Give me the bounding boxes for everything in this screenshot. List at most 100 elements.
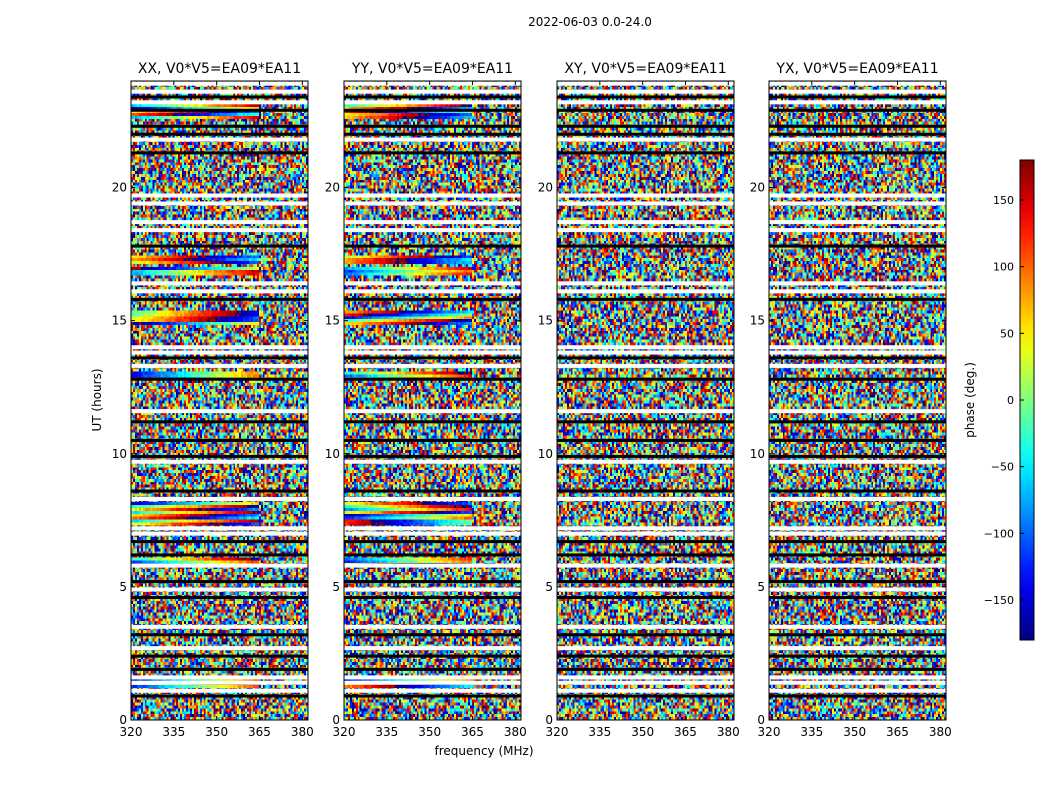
flagged-black-row <box>344 356 521 360</box>
flagged-black-row <box>557 377 734 381</box>
panel-yx: YX, V0*V5=EA09*EA11 320 335 350 365 380 0 5 10 15… <box>750 61 952 739</box>
flagged-white-row <box>131 688 308 693</box>
figure-suptitle: 2022-06-03 0.0-24.0 <box>528 15 652 29</box>
flagged-black-row <box>131 132 308 136</box>
flagged-black-row <box>131 596 308 600</box>
flagged-white-row <box>769 587 946 592</box>
x-tick-label: 335 <box>588 725 611 739</box>
flagged-black-row <box>131 540 308 544</box>
flagged-white-row <box>769 220 946 225</box>
flagged-black-row <box>344 489 521 493</box>
flagged-black-row <box>131 580 308 584</box>
flagged-white-row <box>769 193 946 198</box>
y-tick-label: 10 <box>112 447 127 461</box>
flagged-white-row <box>557 220 734 225</box>
flagged-black-row <box>557 633 734 637</box>
x-tick-label: 320 <box>758 725 781 739</box>
x-tick-label: 380 <box>504 725 527 739</box>
flagged-black-row <box>344 654 521 658</box>
flagged-white-row <box>344 497 521 502</box>
colorbar-tick-label: 150 <box>993 194 1014 207</box>
flagged-black-row <box>769 132 946 136</box>
flagged-white-row <box>131 675 308 680</box>
y-axis-label: UT (hours) <box>90 368 104 431</box>
x-tick-label: 320 <box>546 725 569 739</box>
flagged-white-row <box>557 193 734 198</box>
flagged-black-row <box>131 297 308 301</box>
flagged-white-row <box>557 81 734 86</box>
flagged-white-row <box>344 81 521 86</box>
flagged-black-row <box>769 654 946 658</box>
y-tick-label: 0 <box>119 713 127 727</box>
flagged-white-row <box>769 531 946 536</box>
flagged-black-row <box>557 108 734 112</box>
panel-xx: XX, V0*V5=EA09*EA11 320 335 350 365 380 0 5 10 15… <box>112 61 314 739</box>
flagged-white-row <box>131 345 308 350</box>
flagged-black-row <box>769 489 946 493</box>
flagged-black-row <box>131 124 308 128</box>
flagged-white-row <box>131 100 308 105</box>
x-tick-label: 350 <box>631 725 654 739</box>
flagged-black-row <box>557 553 734 557</box>
y-tick-label: 5 <box>332 580 340 594</box>
flagged-white-row <box>557 137 734 142</box>
flagged-black-row <box>769 95 946 99</box>
flagged-white-row <box>131 363 308 368</box>
flagged-black-row <box>131 151 308 155</box>
flagged-black-row <box>557 297 734 301</box>
flagged-white-row <box>344 289 521 294</box>
y-tick-label: 0 <box>757 713 765 727</box>
y-tick-label: 15 <box>325 314 340 328</box>
panel-frame <box>556 80 735 721</box>
flagged-white-row <box>769 680 946 685</box>
flagged-white-row <box>557 646 734 651</box>
flagged-black-row <box>344 580 521 584</box>
flagged-white-row <box>344 688 521 693</box>
flagged-white-row <box>131 220 308 225</box>
flagged-white-row <box>344 100 521 105</box>
panel-frame <box>130 80 309 721</box>
flagged-white-row <box>557 409 734 414</box>
flagged-white-row <box>557 345 734 350</box>
y-tick-label: 0 <box>332 713 340 727</box>
flagged-white-row <box>131 587 308 592</box>
flagged-black-row <box>131 633 308 637</box>
flagged-white-row <box>769 675 946 680</box>
flagged-white-row <box>344 220 521 225</box>
x-tick-label: 380 <box>291 725 314 739</box>
flagged-black-row <box>769 667 946 671</box>
y-tick-label: 15 <box>538 314 553 328</box>
flagged-white-row <box>769 201 946 206</box>
flagged-white-row <box>557 680 734 685</box>
panel-title: YY, V0*V5=EA09*EA11 <box>351 61 513 77</box>
flagged-black-row <box>769 124 946 128</box>
flagged-white-row <box>769 459 946 464</box>
colorbar-label: phase (deg.) <box>963 362 977 438</box>
flagged-black-row <box>557 420 734 424</box>
flagged-black-row <box>769 596 946 600</box>
flagged-black-row <box>344 667 521 671</box>
flagged-black-row <box>769 694 946 698</box>
panel-frame <box>343 80 522 721</box>
flagged-white-row <box>769 137 946 142</box>
heatmap-image <box>344 81 521 720</box>
flagged-white-row <box>131 531 308 536</box>
flagged-black-row <box>344 124 521 128</box>
y-tick-label: 10 <box>325 447 340 461</box>
flagged-black-row <box>131 244 308 248</box>
flagged-black-row <box>344 132 521 136</box>
heatmap-image <box>769 81 946 720</box>
flagged-white-row <box>131 289 308 294</box>
x-tick-label: 335 <box>162 725 185 739</box>
flagged-black-row <box>344 151 521 155</box>
flagged-white-row <box>131 646 308 651</box>
y-tick-label: 15 <box>112 314 127 328</box>
flagged-white-row <box>557 624 734 629</box>
y-tick-label: 5 <box>119 580 127 594</box>
flagged-black-row <box>344 540 521 544</box>
flagged-black-row <box>769 420 946 424</box>
flagged-black-row <box>769 108 946 112</box>
flagged-black-row <box>557 489 734 493</box>
flagged-black-row <box>131 667 308 671</box>
flagged-black-row <box>557 694 734 698</box>
